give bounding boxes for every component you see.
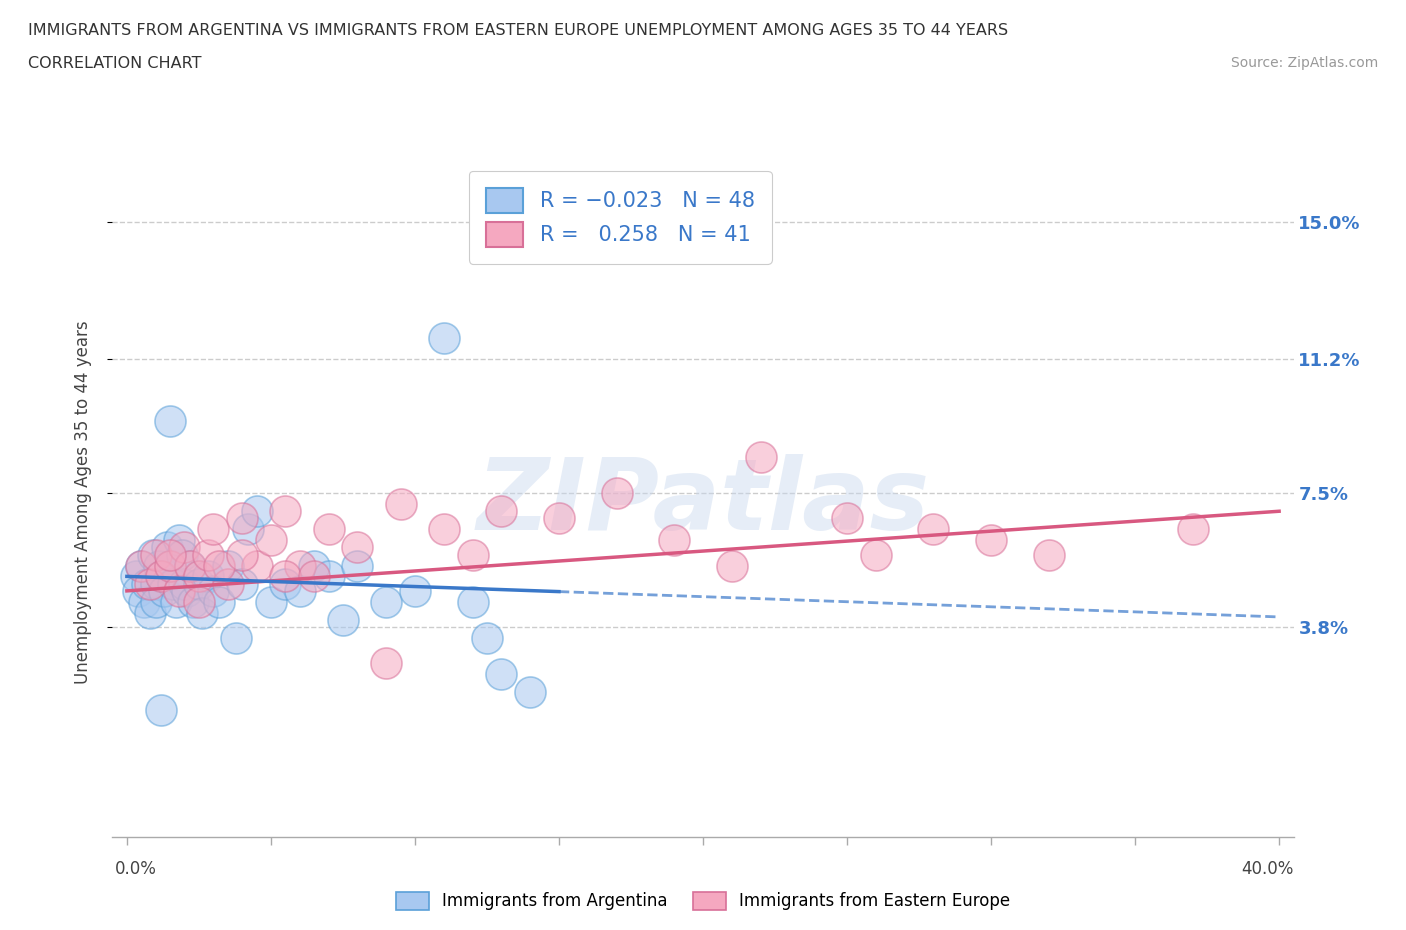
Point: [404, 583, 426, 598]
Point: [150, 569, 173, 584]
Point: [165, 594, 187, 609]
Point: [461, 594, 484, 609]
Point: [461, 547, 484, 562]
Point: [318, 522, 340, 537]
Point: [433, 522, 456, 537]
Point: [548, 512, 571, 526]
Point: [124, 569, 146, 584]
Point: [664, 533, 686, 548]
Point: [170, 547, 193, 562]
Point: [225, 631, 247, 645]
Point: [302, 569, 325, 584]
Text: IMMIGRANTS FROM ARGENTINA VS IMMIGRANTS FROM EASTERN EUROPE UNEMPLOYMENT AMONG A: IMMIGRANTS FROM ARGENTINA VS IMMIGRANTS …: [28, 23, 1008, 38]
Point: [1038, 547, 1060, 562]
Point: [288, 583, 311, 598]
Point: [136, 577, 159, 591]
Point: [332, 612, 354, 627]
Point: [197, 569, 219, 584]
Point: [129, 558, 152, 573]
Point: [187, 577, 209, 591]
Point: [148, 558, 170, 573]
Point: [1181, 522, 1204, 537]
Point: [202, 522, 225, 537]
Point: [245, 504, 267, 519]
Point: [375, 656, 398, 671]
Point: [150, 703, 173, 718]
Point: [749, 449, 772, 464]
Point: [720, 558, 742, 573]
Point: [159, 413, 181, 428]
Legend: Immigrants from Argentina, Immigrants from Eastern Europe: Immigrants from Argentina, Immigrants fr…: [389, 885, 1017, 917]
Point: [288, 558, 311, 573]
Point: [129, 558, 152, 573]
Point: [159, 547, 181, 562]
Point: [176, 583, 198, 598]
Point: [260, 594, 283, 609]
Point: [142, 547, 165, 562]
Point: [260, 533, 283, 548]
Point: [231, 512, 253, 526]
Point: [231, 547, 253, 562]
Point: [145, 577, 167, 591]
Point: [197, 547, 219, 562]
Point: [389, 497, 412, 512]
Point: [162, 577, 184, 591]
Point: [202, 583, 225, 598]
Point: [217, 577, 239, 591]
Point: [139, 605, 162, 620]
Point: [139, 577, 162, 591]
Point: [181, 594, 204, 609]
Text: CORRELATION CHART: CORRELATION CHART: [28, 56, 201, 71]
Point: [187, 569, 209, 584]
Point: [980, 533, 1002, 548]
Point: [475, 631, 498, 645]
Point: [375, 594, 398, 609]
Point: [145, 594, 167, 609]
Point: [208, 558, 231, 573]
Text: 0.0%: 0.0%: [115, 860, 157, 878]
Point: [346, 540, 368, 555]
Point: [145, 547, 167, 562]
Point: [346, 558, 368, 573]
Point: [491, 504, 513, 519]
Text: 40.0%: 40.0%: [1241, 860, 1294, 878]
Point: [519, 684, 541, 699]
Point: [179, 558, 201, 573]
Point: [236, 522, 259, 537]
Point: [173, 577, 195, 591]
Point: [127, 583, 149, 598]
Text: ZIPatlas: ZIPatlas: [477, 454, 929, 551]
Point: [302, 558, 325, 573]
Point: [150, 569, 173, 584]
Point: [167, 533, 190, 548]
Point: [318, 569, 340, 584]
Text: Source: ZipAtlas.com: Source: ZipAtlas.com: [1230, 56, 1378, 70]
Point: [156, 540, 179, 555]
Point: [134, 594, 156, 609]
Point: [274, 504, 297, 519]
Point: [245, 558, 267, 573]
Point: [865, 547, 887, 562]
Point: [835, 512, 858, 526]
Point: [208, 594, 231, 609]
Point: [179, 558, 201, 573]
Point: [217, 558, 239, 573]
Point: [606, 485, 628, 500]
Point: [167, 583, 190, 598]
Point: [187, 594, 209, 609]
Y-axis label: Unemployment Among Ages 35 to 44 years: Unemployment Among Ages 35 to 44 years: [73, 321, 91, 684]
Point: [274, 569, 297, 584]
Point: [231, 577, 253, 591]
Point: [191, 605, 214, 620]
Point: [159, 558, 181, 573]
Point: [173, 540, 195, 555]
Point: [433, 330, 456, 345]
Point: [153, 583, 176, 598]
Legend: R = −0.023   N = 48, R =   0.258   N = 41: R = −0.023 N = 48, R = 0.258 N = 41: [470, 171, 772, 263]
Point: [491, 667, 513, 682]
Point: [922, 522, 945, 537]
Point: [274, 577, 297, 591]
Point: [159, 558, 181, 573]
